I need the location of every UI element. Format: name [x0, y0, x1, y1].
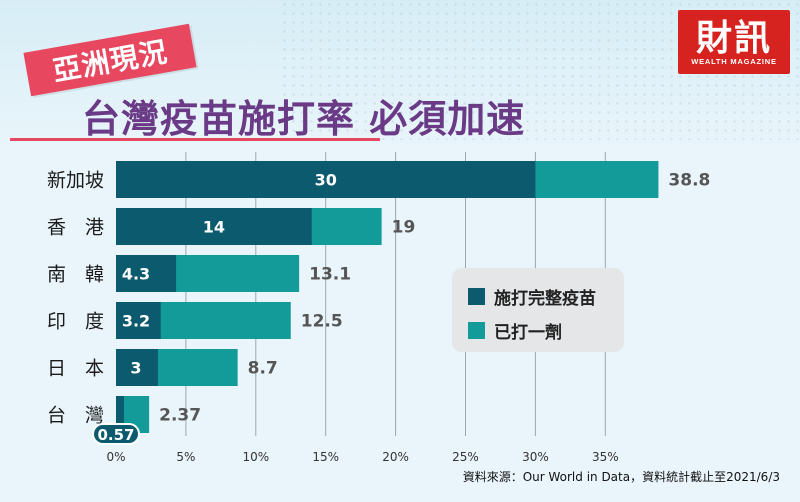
x-tick-label: 20% — [382, 450, 409, 464]
category-label: 新加坡 — [47, 170, 104, 192]
data-label-full-bubble — [92, 423, 140, 445]
brand-logo-chinese: 財訊 — [695, 16, 772, 59]
data-source-note: 資料來源：Our World in Data，資料統計截止至2021/6/3 — [462, 470, 780, 484]
legend-swatch-one-dose — [468, 322, 485, 339]
category-label: 台 灣 — [47, 405, 104, 427]
bar-full — [116, 208, 312, 245]
category-label: 印 度 — [47, 311, 104, 333]
category-label: 日 本 — [47, 358, 104, 380]
x-tick-label: 25% — [452, 450, 479, 464]
category-label: 香 港 — [47, 217, 104, 239]
data-label-full: 4.3 — [122, 265, 150, 284]
bar-full — [116, 396, 124, 433]
x-tick-label: 15% — [312, 450, 339, 464]
chart-legend: 施打完整疫苗 已打一劑 — [452, 268, 624, 352]
data-label-full: 3.2 — [122, 312, 150, 331]
data-label-full: 30 — [315, 171, 337, 190]
brand-logo-english: WEALTH MAGAZINE — [691, 56, 777, 66]
data-label-full: 3 — [130, 359, 141, 378]
page-title: 台灣疫苗施打率 必須加速 — [82, 97, 526, 141]
data-label-full: 14 — [203, 218, 225, 237]
data-label-one-dose: 19 — [392, 218, 416, 238]
legend-swatch-full — [468, 288, 485, 305]
legend-label-one-dose: 已打一劑 — [494, 323, 562, 343]
data-label-one-dose: 12.5 — [301, 312, 343, 332]
legend-item-full: 施打完整疫苗 — [468, 284, 596, 309]
x-tick-label: 10% — [242, 450, 269, 464]
x-tick-label: 5% — [176, 450, 195, 464]
legend-label-full: 施打完整疫苗 — [494, 289, 596, 309]
data-label-one-dose: 8.7 — [248, 359, 278, 379]
bar-full — [116, 161, 536, 198]
data-label-one-dose: 13.1 — [309, 265, 351, 285]
x-tick-label: 35% — [592, 450, 619, 464]
category-label: 南 韓 — [47, 264, 104, 286]
bar-full — [116, 302, 161, 339]
title-underline — [10, 138, 380, 141]
data-label-full: 0.57 — [97, 426, 134, 444]
bar-full — [116, 349, 158, 386]
x-tick-label: 0% — [106, 450, 125, 464]
brand-logo: 財訊 WEALTH MAGAZINE — [678, 10, 790, 74]
x-tick-label: 30% — [522, 450, 549, 464]
legend-item-one-dose: 已打一劑 — [468, 318, 562, 343]
data-label-one-dose: 2.37 — [159, 406, 201, 426]
data-label-one-dose: 38.8 — [668, 171, 710, 191]
bar-full — [116, 255, 177, 292]
